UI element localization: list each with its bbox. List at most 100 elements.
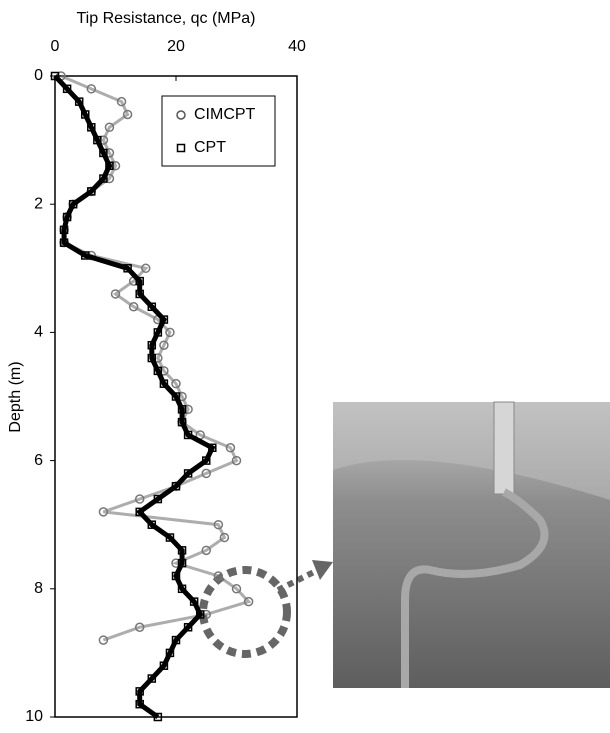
y-tick-label: 8 [34,580,43,597]
data-point [183,430,193,440]
photo-surface [333,402,610,500]
y-tick-label: 0 [34,67,43,84]
data-point [177,558,187,568]
data-point [219,532,230,543]
data-point [147,520,157,529]
data-point [147,674,157,683]
data-point [171,571,181,581]
pointer-arrowhead [312,560,333,580]
data-point [81,251,90,260]
legend-marker [176,110,186,120]
data-point [99,148,108,158]
data-point [159,661,169,670]
data-point [213,571,224,581]
data-point [208,443,217,453]
data-point [159,379,169,388]
data-point [225,443,236,453]
data-point [171,378,181,389]
y-tick-label: 2 [34,195,43,212]
data-point [171,635,181,645]
data-point [177,546,187,555]
data-point [87,187,96,196]
photo [333,401,610,688]
legend-box [161,95,276,167]
series-trace [53,74,216,720]
data-point [50,71,60,81]
data-point [134,622,145,633]
data-point [99,174,108,183]
data-point [147,353,157,363]
data-point [59,225,69,235]
data-point [68,199,78,209]
data-point [147,302,157,312]
data-point [231,455,242,466]
probe-cable [401,488,549,688]
y-tick-label: 4 [34,324,43,341]
data-point [110,289,121,299]
probe-rod [493,401,515,495]
legend-marker [176,143,186,153]
data-point [147,340,157,350]
pointer-arrow [276,567,320,593]
legend-label: CPT [194,139,226,156]
data-point [81,110,90,119]
data-point [93,135,102,145]
data-point [153,712,163,722]
data-point [177,584,187,594]
data-point [98,507,109,517]
legend: CIMCPT CPT [161,95,276,167]
data-point [128,302,139,312]
data-point [116,96,127,107]
data-point [202,456,211,465]
data-point [153,494,163,504]
data-point [74,97,84,106]
data-point [201,545,211,556]
data-point [62,84,72,94]
data-point [122,109,133,120]
data-point [86,84,97,94]
data-point [141,263,151,274]
data-point [153,366,163,376]
data-point [135,687,144,696]
data-point [165,327,175,338]
data-point [243,596,254,607]
data-point [177,417,187,427]
data-point [98,635,109,645]
data-point [171,392,181,401]
x-axis-title: Tip Resistance, qc (MPa) [76,10,255,27]
data-point [87,123,96,132]
data-point [135,276,144,286]
data-point [104,122,115,133]
x-tick-label: 20 [167,38,185,55]
data-point [213,519,224,530]
data-point [201,468,211,479]
data-point [165,533,175,542]
data-point [135,507,144,517]
data-point [183,469,193,478]
data-point [171,481,181,491]
y-tick-label: 6 [34,452,43,469]
data-point [159,340,169,350]
data-point [123,264,132,273]
legend-label: CIMCPT [194,106,256,123]
highlight-circle [199,566,291,658]
y-tick-label: 10 [25,708,43,725]
data-point [231,584,242,594]
data-point [135,289,144,299]
x-tick-label: 0 [51,38,60,55]
data-point [159,315,169,324]
data-point [62,212,72,222]
data-point [183,623,193,632]
data-point [59,238,69,247]
x-tick-label: 40 [288,38,306,55]
data-point [153,328,163,337]
data-point [177,405,187,414]
data-point [165,648,175,658]
data-point [134,494,145,504]
data-point [189,597,199,606]
data-point [195,610,205,619]
data-point [135,699,144,709]
data-point [105,161,114,170]
y-axis-title: Depth (m) [7,361,24,432]
